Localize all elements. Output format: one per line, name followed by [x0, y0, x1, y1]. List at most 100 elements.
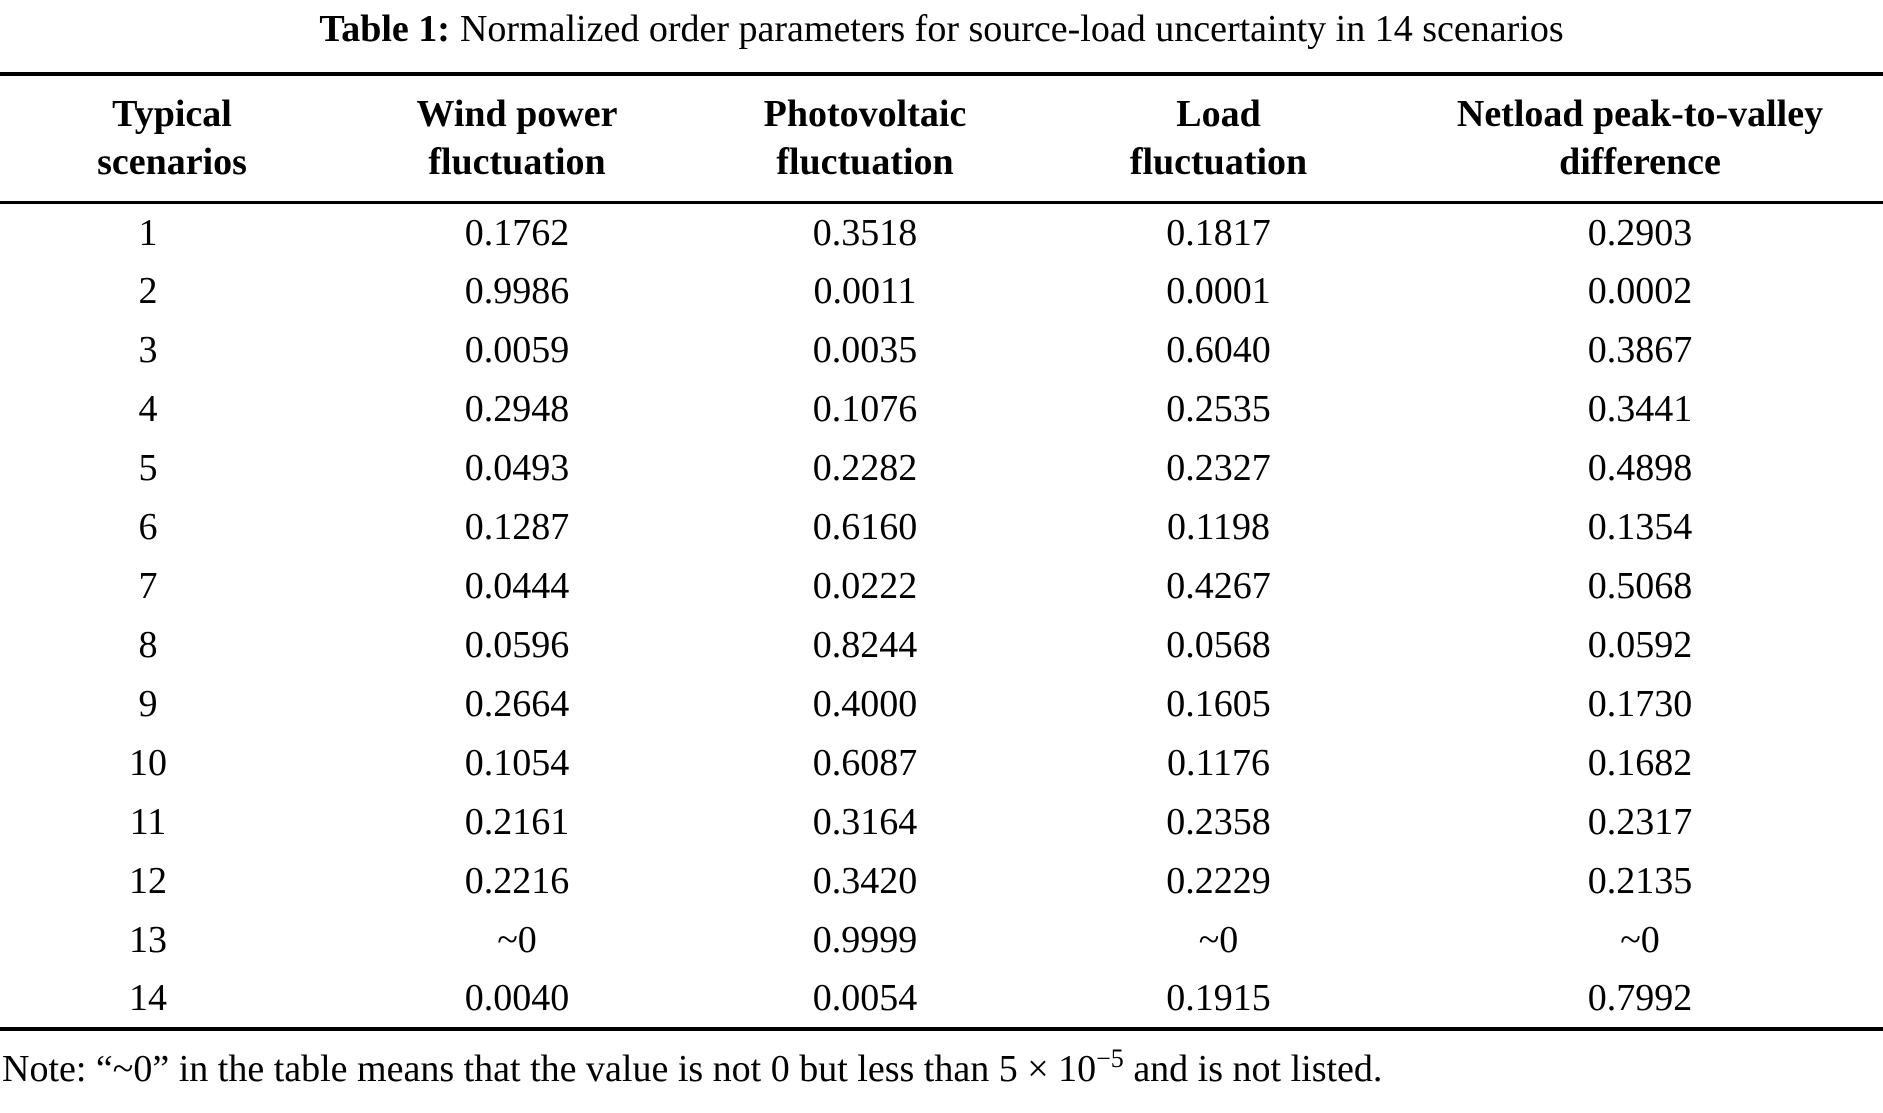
table-header: Typical scenarios Wind power fluctuation…	[0, 74, 1883, 204]
column-header-typical-scenarios: Typical scenarios	[0, 74, 344, 204]
scenario-number-cell: 2	[138, 270, 158, 312]
header-line: difference	[1559, 141, 1721, 183]
value-cell: 0.1354	[1587, 506, 1693, 548]
value-cell: 0.2216	[464, 860, 570, 902]
value-cell: 0.2229	[1166, 860, 1271, 902]
column-header-load-fluctuation: Load fluctuation	[1040, 74, 1397, 204]
note-text-suffix: and is not listed.	[1123, 1047, 1383, 1090]
value-cell: 0.1605	[1166, 683, 1271, 725]
table-caption: Table 1: Normalized order parameters for …	[0, 6, 1883, 52]
value-cell: 0.4000	[812, 683, 918, 725]
table-row: 7 0.0444 0.0222 0.4267 0.5068	[0, 557, 1883, 616]
scenario-number-cell: 9	[138, 683, 158, 725]
scenario-number-cell: 11	[129, 801, 167, 843]
value-cell: 0.6160	[812, 506, 918, 548]
value-cell: 0.2358	[1166, 801, 1271, 843]
value-cell: 0.0035	[812, 329, 918, 371]
table-caption-label: Table 1:	[319, 8, 450, 50]
value-cell: 0.2903	[1587, 211, 1693, 254]
value-cell: 0.6040	[1166, 329, 1271, 371]
value-cell: 0.3441	[1587, 388, 1693, 430]
value-cell: 0.1176	[1166, 742, 1271, 784]
value-cell: 0.1817	[1166, 211, 1271, 254]
table-row: 6 0.1287 0.6160 0.1198 0.1354	[0, 498, 1883, 557]
value-cell: 0.1287	[464, 506, 570, 548]
table-row: 2 0.9986 0.0011 0.0001 0.0002	[0, 262, 1883, 321]
value-cell: 0.2161	[464, 801, 570, 843]
value-cell: 0.8244	[812, 624, 918, 666]
scenario-number-cell: 4	[138, 388, 158, 430]
scenario-number-cell: 8	[138, 624, 158, 666]
value-cell: 0.3518	[812, 211, 918, 254]
value-cell: 0.2135	[1587, 860, 1693, 902]
value-cell: 0.0040	[464, 977, 570, 1019]
value-cell: 0.1762	[464, 211, 570, 254]
header-line: Load	[1176, 93, 1261, 135]
table-row: 11 0.2161 0.3164 0.2358 0.2317	[0, 793, 1883, 852]
scenario-number-cell: 14	[129, 977, 167, 1019]
value-cell: 0.1054	[464, 742, 570, 784]
column-header-wind-power-fluctuation: Wind power fluctuation	[344, 74, 690, 204]
column-header-photovoltaic-fluctuation: Photovoltaic fluctuation	[690, 74, 1040, 204]
header-line: fluctuation	[1129, 141, 1308, 183]
table-caption-text: Normalized order parameters for source-l…	[459, 8, 1564, 50]
table-row: 10 0.1054 0.6087 0.1176 0.1682	[0, 734, 1883, 793]
value-cell: 0.1198	[1166, 506, 1271, 548]
value-cell: 0.3420	[812, 860, 918, 902]
value-cell: 0.2948	[464, 388, 570, 430]
value-cell: 0.0054	[812, 977, 918, 1019]
value-cell: 0.0592	[1587, 624, 1693, 666]
value-cell: 0.2664	[464, 683, 570, 725]
scenario-number-cell: 1	[138, 211, 158, 254]
table-row: 3 0.0059 0.0035 0.6040 0.3867	[0, 321, 1883, 380]
table-row: 8 0.0596 0.8244 0.0568 0.0592	[0, 616, 1883, 675]
scenario-number-cell: 6	[138, 506, 158, 548]
value-cell: 0.1682	[1587, 742, 1693, 784]
table-row: 14 0.0040 0.0054 0.1915 0.7992	[0, 970, 1883, 1029]
value-cell: 0.1076	[812, 388, 918, 430]
scenario-number-cell: 12	[129, 860, 167, 902]
table-row: 1 0.1762 0.3518 0.1817 0.2903	[0, 203, 1883, 262]
value-cell: 0.2327	[1166, 447, 1271, 489]
table-row: 4 0.2948 0.1076 0.2535 0.3441	[0, 380, 1883, 439]
value-cell: 0.0493	[464, 447, 570, 489]
value-cell: 0.6087	[812, 742, 918, 784]
header-line: fluctuation	[776, 141, 954, 183]
table-row: 5 0.0493 0.2282 0.2327 0.4898	[0, 439, 1883, 498]
value-cell: 0.5068	[1587, 565, 1693, 607]
value-cell: 0.2317	[1587, 801, 1693, 843]
value-cell: 0.0568	[1166, 624, 1271, 666]
value-cell: 0.0222	[812, 565, 918, 607]
value-cell: 0.0596	[464, 624, 570, 666]
value-cell: ~0	[1620, 919, 1660, 961]
table-body: 1 0.1762 0.3518 0.1817 0.2903 2 0.9986 0.0011 0.…	[0, 203, 1883, 1029]
header-line: fluctuation	[428, 141, 606, 183]
table-note: Note: “~0” in the table means that the v…	[2, 1045, 1883, 1093]
value-cell: 0.0059	[464, 329, 570, 371]
value-cell: 0.7992	[1587, 977, 1693, 1019]
header-line: Netload peak-to-valley	[1456, 93, 1824, 135]
value-cell: 0.9986	[464, 270, 570, 312]
scenario-number-cell: 13	[129, 919, 167, 961]
header-row: Typical scenarios Wind power fluctuation…	[0, 74, 1883, 204]
table-row: 12 0.2216 0.3420 0.2229 0.2135	[0, 852, 1883, 911]
scenario-number-cell: 10	[129, 742, 167, 784]
header-line: Wind power	[416, 93, 618, 135]
column-header-netload-peak-to-valley-difference: Netload peak-to-valley difference	[1397, 74, 1883, 204]
value-cell: 0.3164	[812, 801, 918, 843]
value-cell: 0.0011	[813, 270, 917, 312]
value-cell: 0.4898	[1587, 447, 1693, 489]
order-parameters-table: Typical scenarios Wind power fluctuation…	[0, 72, 1883, 1031]
value-cell: 0.4267	[1166, 565, 1271, 607]
note-text-prefix: Note: “~0” in the table means that the v…	[2, 1047, 1097, 1090]
value-cell: ~0	[1198, 919, 1239, 961]
header-line: Typical	[112, 93, 232, 135]
table-row: 9 0.2664 0.4000 0.1605 0.1730	[0, 675, 1883, 734]
scenario-number-cell: 7	[138, 565, 158, 607]
value-cell: 0.0002	[1587, 270, 1693, 312]
value-cell: 0.1915	[1166, 977, 1271, 1019]
table-row: 13 ~0 0.9999 ~0 ~0	[0, 911, 1883, 970]
value-cell: 0.0444	[464, 565, 570, 607]
value-cell: 0.0001	[1166, 270, 1271, 312]
value-cell: 0.1730	[1587, 683, 1693, 725]
